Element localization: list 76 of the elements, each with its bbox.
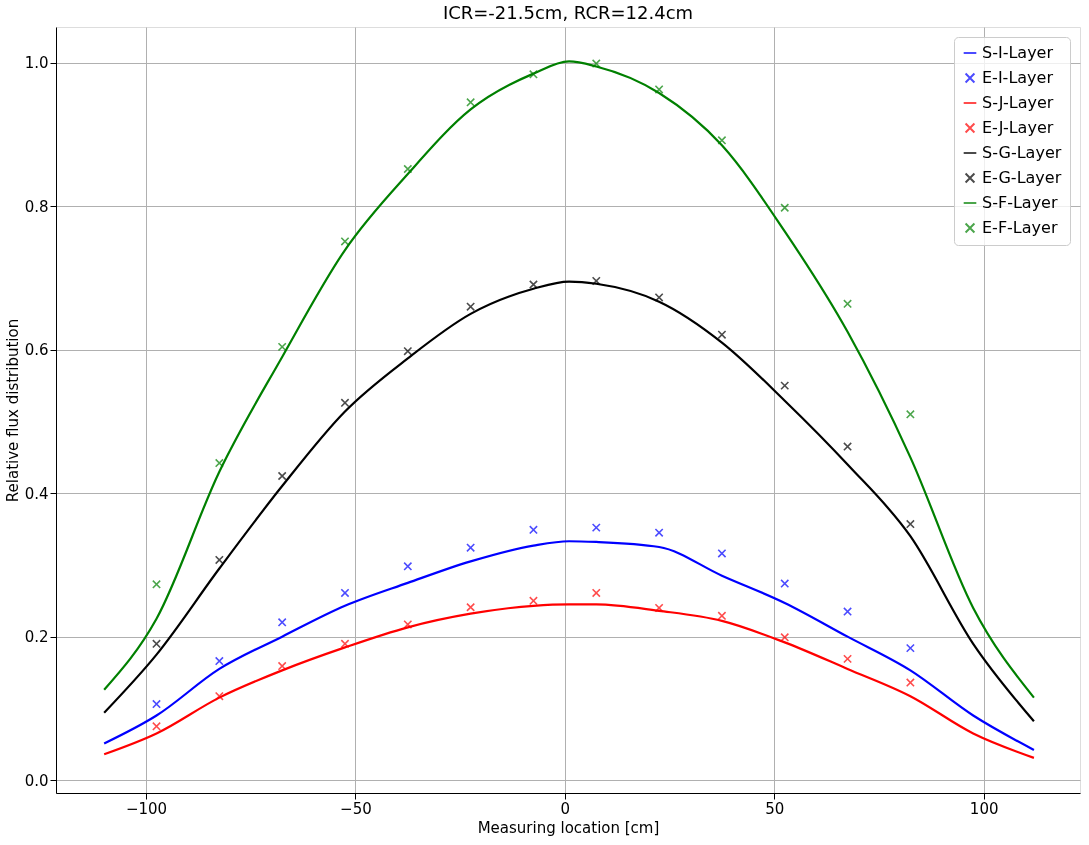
point (403, 619, 413, 629)
legend-label: S-J-Layer (982, 93, 1054, 112)
legend-label: S-I-Layer (982, 43, 1054, 62)
point (654, 292, 664, 302)
point (528, 280, 538, 289)
x-tick-label: −100 (125, 799, 168, 818)
point (403, 346, 413, 356)
point (717, 548, 727, 558)
point (591, 588, 601, 598)
point (843, 654, 853, 664)
point (780, 203, 790, 213)
point (843, 442, 853, 452)
point (717, 611, 727, 621)
point (466, 602, 476, 612)
x-tick-label: −50 (340, 799, 372, 818)
legend-label: S-G-Layer (982, 143, 1062, 162)
point (843, 607, 853, 617)
point (152, 639, 161, 649)
point (905, 409, 915, 419)
y-tick-label: 0.6 (24, 341, 49, 360)
legend-label: E-G-Layer (982, 168, 1062, 187)
point (277, 471, 287, 481)
point (591, 523, 601, 533)
point (214, 691, 224, 701)
point (843, 299, 853, 309)
y-tick-label: 0.0 (24, 771, 49, 790)
chart-title: ICR=-21.5cm, RCR=12.4cm (442, 2, 694, 23)
point (403, 561, 413, 571)
x-axis-title: Measuring location [cm] (477, 818, 660, 837)
point (152, 721, 161, 731)
point (528, 69, 538, 79)
point (591, 276, 601, 286)
x-tick-label: 50 (765, 799, 785, 818)
point (152, 699, 161, 709)
y-tick-label: 0.8 (24, 197, 49, 216)
x-tick-label: 100 (969, 799, 999, 818)
point (466, 302, 476, 312)
point (340, 588, 350, 598)
point (591, 59, 601, 69)
point (277, 617, 287, 627)
point (905, 519, 915, 529)
point (340, 639, 350, 649)
point (905, 678, 915, 688)
point (214, 555, 224, 565)
legend-label: E-I-Layer (982, 68, 1054, 87)
point (466, 543, 476, 553)
point (152, 579, 161, 589)
point (277, 342, 287, 352)
point (214, 656, 224, 666)
point (654, 603, 664, 613)
point (717, 330, 727, 340)
legend-label: E-J-Layer (982, 118, 1054, 137)
point (780, 381, 790, 391)
point (905, 643, 915, 653)
point (340, 236, 350, 246)
y-tick-label: 0.4 (24, 484, 49, 503)
y-tick-label: 0.2 (24, 628, 49, 647)
point (277, 661, 287, 671)
point (403, 164, 413, 174)
legend-label: S-F-Layer (982, 193, 1058, 212)
point (780, 632, 790, 642)
y-axis-title: Relative flux distribution (3, 318, 22, 503)
point (780, 579, 790, 589)
point (654, 84, 664, 94)
y-tick-label: 1.0 (24, 54, 49, 73)
point (654, 528, 664, 538)
x-tick-label: 0 (560, 799, 571, 818)
point (717, 135, 727, 145)
point (528, 525, 538, 535)
point (466, 97, 476, 107)
point (528, 596, 538, 606)
line-series (103, 280, 1036, 723)
legend-label: E-F-Layer (982, 218, 1058, 237)
point (214, 458, 224, 468)
point (340, 398, 350, 408)
line-series (103, 540, 1036, 752)
